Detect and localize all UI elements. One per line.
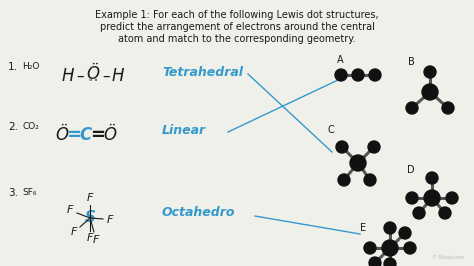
Circle shape	[426, 172, 438, 184]
Text: CO₂: CO₂	[22, 122, 39, 131]
Text: =: =	[66, 126, 82, 144]
Text: Ö: Ö	[86, 65, 100, 83]
Circle shape	[369, 257, 381, 266]
Text: D: D	[407, 165, 415, 175]
Circle shape	[413, 207, 425, 219]
Text: F: F	[87, 233, 93, 243]
Text: F: F	[107, 215, 113, 225]
Text: SF₆: SF₆	[22, 188, 36, 197]
Circle shape	[364, 174, 376, 186]
Circle shape	[442, 102, 454, 114]
Text: C: C	[328, 125, 335, 135]
Text: Ö: Ö	[55, 126, 69, 144]
Text: Tetrahedral: Tetrahedral	[162, 66, 243, 79]
Text: H₂O: H₂O	[22, 62, 39, 71]
Circle shape	[369, 69, 381, 81]
Circle shape	[439, 207, 451, 219]
Text: H: H	[62, 67, 74, 85]
Text: predict the arrangement of electrons around the central: predict the arrangement of electrons aro…	[100, 22, 374, 32]
Circle shape	[338, 174, 350, 186]
Text: Octahedro: Octahedro	[162, 206, 236, 219]
Text: 2.: 2.	[8, 122, 18, 132]
Circle shape	[364, 242, 376, 254]
Text: F: F	[71, 227, 77, 237]
Text: F: F	[87, 193, 93, 203]
Circle shape	[446, 192, 458, 204]
Text: E: E	[360, 223, 366, 233]
Circle shape	[406, 192, 418, 204]
Text: H: H	[112, 67, 124, 85]
Text: –: –	[102, 69, 110, 84]
Text: S: S	[84, 210, 95, 226]
Circle shape	[399, 227, 411, 239]
Text: C: C	[80, 126, 92, 144]
Circle shape	[382, 240, 398, 256]
Text: Ö: Ö	[103, 126, 117, 144]
Circle shape	[424, 190, 440, 206]
Text: =: =	[91, 126, 106, 144]
Circle shape	[336, 141, 348, 153]
Text: F: F	[67, 205, 73, 215]
Text: " ": " "	[89, 79, 97, 85]
Text: atom and match to the corresponding geometry.: atom and match to the corresponding geom…	[118, 34, 356, 44]
Circle shape	[422, 84, 438, 100]
Circle shape	[352, 69, 364, 81]
Circle shape	[335, 69, 347, 81]
Text: F: F	[93, 235, 99, 245]
Text: B: B	[408, 57, 415, 67]
Text: 1.: 1.	[8, 62, 18, 72]
Text: A: A	[337, 55, 344, 65]
Circle shape	[384, 258, 396, 266]
Text: Example 1: For each of the following Lewis dot structures,: Example 1: For each of the following Lew…	[95, 10, 379, 20]
Circle shape	[384, 222, 396, 234]
Text: –: –	[76, 69, 84, 84]
Circle shape	[404, 242, 416, 254]
Text: Linear: Linear	[162, 124, 206, 137]
Text: © Study.com: © Study.com	[432, 254, 464, 260]
Circle shape	[350, 155, 366, 171]
Circle shape	[424, 66, 436, 78]
Circle shape	[406, 102, 418, 114]
Circle shape	[368, 141, 380, 153]
Text: 3.: 3.	[8, 188, 18, 198]
